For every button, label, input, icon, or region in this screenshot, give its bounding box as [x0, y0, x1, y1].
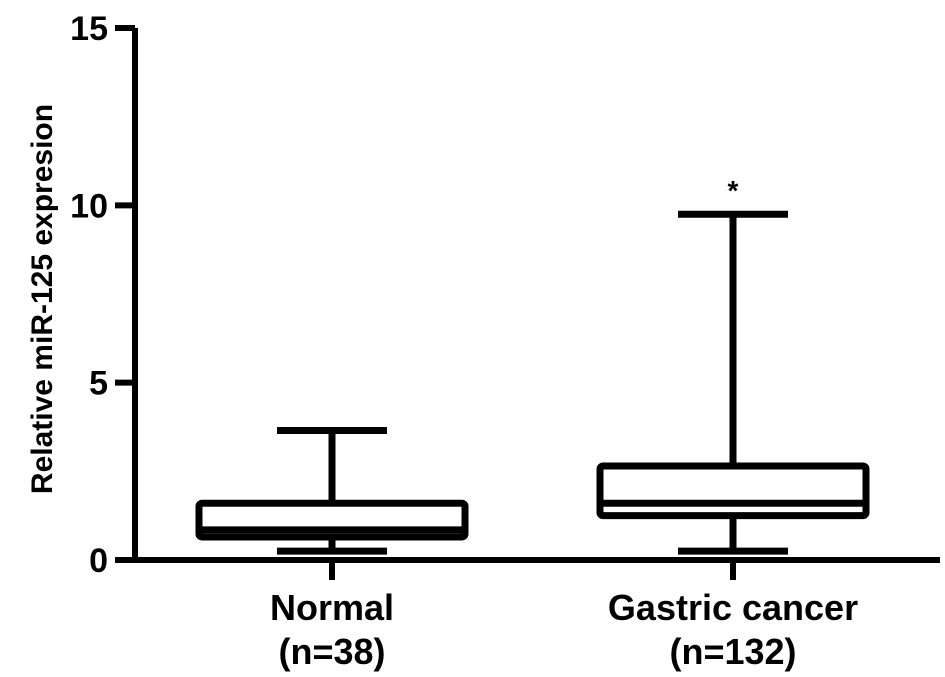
category-sample-size: (n=38): [278, 631, 385, 672]
axes: [132, 28, 940, 563]
significance-marker: *: [728, 175, 739, 206]
y-tick-label: 0: [89, 542, 108, 580]
y-tick-label: 15: [70, 10, 108, 48]
boxes: [195, 210, 870, 555]
category-sample-size: (n=132): [669, 631, 796, 672]
y-ticks: 0 5 10 15: [70, 10, 135, 580]
category-label: Gastric cancer: [608, 587, 858, 628]
y-tick-label: 10: [70, 187, 108, 225]
labels: Normal(n=38) * Gastric cancer(n=132): [270, 175, 858, 672]
y-tick-label: 5: [89, 365, 108, 403]
box-group: [195, 427, 469, 555]
y-axis-title: Relative miR-125 expresion: [26, 104, 59, 494]
interquartile-box: [596, 462, 870, 520]
box-group: [596, 210, 870, 555]
x-ticks: [329, 560, 736, 580]
interquartile-box: [195, 499, 469, 541]
category-label: Normal: [270, 587, 394, 628]
